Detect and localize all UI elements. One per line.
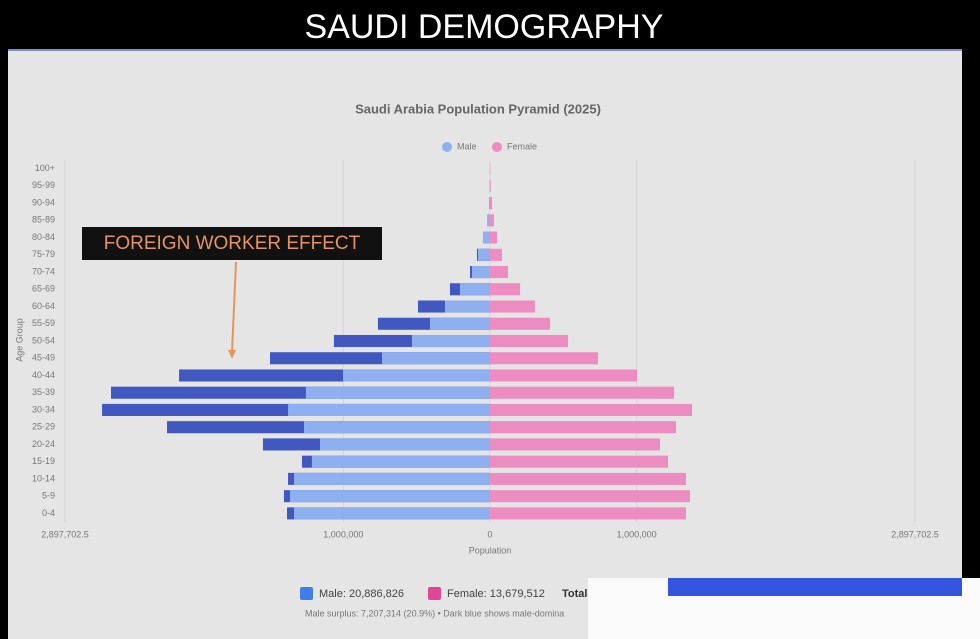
y-axis-title: Age Group xyxy=(14,318,24,362)
y-tick-label: 15-19 xyxy=(32,456,55,466)
female-bar xyxy=(490,369,637,382)
plot: 2,897,702.5 1,000,000 0 1,000,000 2,897,702.… xyxy=(32,141,939,539)
female-bar xyxy=(490,266,509,279)
male-bar-base xyxy=(294,507,490,520)
y-tick-label: 20-24 xyxy=(32,439,55,449)
female-bar xyxy=(490,352,598,365)
male-bar-base xyxy=(294,472,490,485)
male-bar-base xyxy=(288,403,490,416)
y-tick-label: 50-54 xyxy=(32,335,55,345)
male-bar-base xyxy=(289,490,490,503)
female-bar xyxy=(490,472,686,485)
y-tick-label: 75-79 xyxy=(32,249,55,259)
male-bar-base xyxy=(382,352,490,365)
male-bar-base xyxy=(471,266,490,279)
male-bar-base xyxy=(477,248,490,261)
footer-female-swatch xyxy=(428,587,441,600)
y-tick-label: 70-74 xyxy=(32,266,55,276)
chart-title: Saudi Arabia Population Pyramid (2025) xyxy=(355,101,601,116)
female-bar xyxy=(490,214,494,227)
footer-total: Total xyxy=(562,588,587,600)
annotation-arrow xyxy=(231,261,237,353)
female-bar xyxy=(490,334,569,348)
y-tick-label: 55-59 xyxy=(32,318,55,328)
y-tick-label: 30-34 xyxy=(32,404,55,414)
y-tick-label: 10-14 xyxy=(32,473,55,483)
annotation-box xyxy=(82,227,382,260)
arrow-head xyxy=(228,350,236,359)
x-tick-label: 2,897,702.5 xyxy=(41,529,89,539)
y-tick-label: 100+ xyxy=(35,163,55,173)
y-tick-label: 90-94 xyxy=(32,197,55,207)
overlay-bar xyxy=(668,578,962,596)
footer-female-total: Female: 13,679,512 xyxy=(447,588,545,600)
male-bar-base xyxy=(320,438,490,451)
female-bar xyxy=(490,455,669,468)
x-tick-label: 1,000,000 xyxy=(323,529,363,539)
male-bar xyxy=(487,214,490,227)
y-tick-label: 45-49 xyxy=(32,353,55,363)
y-tick-label: 35-39 xyxy=(32,387,55,397)
y-tick-label: 80-84 xyxy=(32,232,55,242)
legend-swatch xyxy=(442,142,452,152)
male-bar-base xyxy=(343,369,490,382)
female-bar xyxy=(490,197,493,210)
page-title: SAUDI DEMOGRAPHY xyxy=(305,8,664,46)
legend-label: Male xyxy=(457,141,477,151)
legend-label: Female xyxy=(507,141,537,151)
female-bar xyxy=(490,283,521,296)
male-bar xyxy=(482,231,490,244)
male-bar-base xyxy=(430,317,490,330)
male-bar-base xyxy=(444,300,490,313)
female-bar xyxy=(490,317,550,330)
x-tick-label: 1,000,000 xyxy=(617,529,657,539)
footer-male-swatch xyxy=(300,587,313,600)
y-tick-label: 85-89 xyxy=(32,215,55,225)
female-bar xyxy=(490,300,536,313)
annotation: FOREIGN WORKER EFFECT xyxy=(104,233,361,254)
female-bar xyxy=(490,438,660,451)
female-bar xyxy=(490,248,503,261)
y-tick-label: 5-9 xyxy=(42,491,55,501)
female-bar xyxy=(490,490,691,503)
female-bar xyxy=(490,231,498,244)
y-tick-label: 0-4 xyxy=(42,508,55,518)
y-tick-label: 95-99 xyxy=(32,180,55,190)
female-bar xyxy=(490,403,692,416)
y-tick-label: 25-29 xyxy=(32,422,55,432)
male-bar xyxy=(488,197,490,210)
female-bar xyxy=(490,421,676,434)
x-tick-label: 2,897,702.5 xyxy=(891,529,939,539)
footer-note: Male surplus: 7,207,314 (20.9%) • Dark b… xyxy=(305,608,564,618)
male-bar-base xyxy=(411,334,490,348)
y-tick-label: 65-69 xyxy=(32,284,55,294)
male-bar-base xyxy=(305,386,490,399)
male-bar-base xyxy=(459,283,490,296)
legend-swatch xyxy=(492,142,502,152)
x-axis-title: Population xyxy=(469,545,512,555)
footer-male-total: Male: 20,886,826 xyxy=(319,588,404,600)
male-bar-base xyxy=(304,421,490,434)
y-tick-label: 60-64 xyxy=(32,301,55,311)
male-bar-base xyxy=(311,455,490,468)
female-bar xyxy=(490,507,686,520)
x-tick-label: 0 xyxy=(487,529,492,539)
y-tick-label: 40-44 xyxy=(32,370,55,380)
female-bar xyxy=(490,386,675,399)
female-bar xyxy=(490,179,491,192)
